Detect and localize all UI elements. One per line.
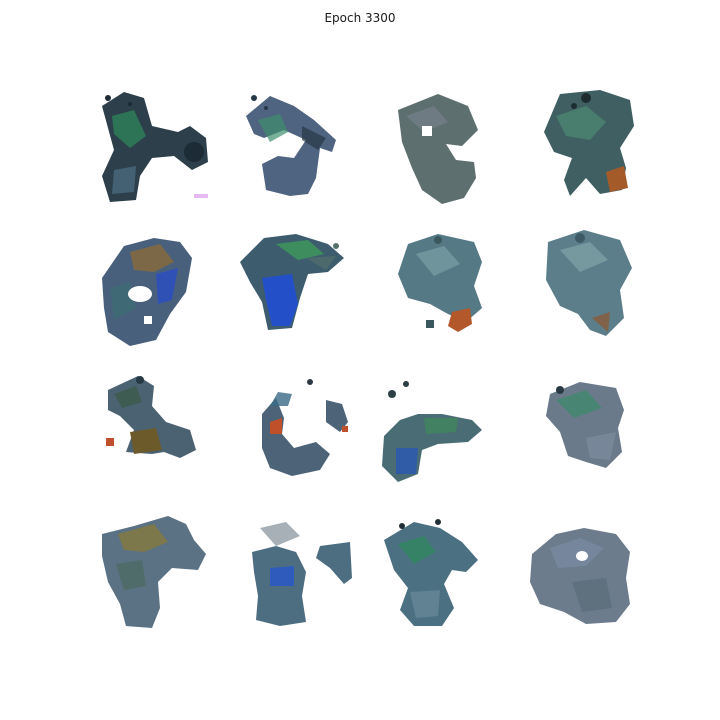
sample-image-4 <box>520 86 642 208</box>
sample-image-5 <box>94 228 216 350</box>
sample-image-15 <box>378 512 500 634</box>
sample-image-13 <box>94 512 216 634</box>
sample-image-8 <box>520 228 642 350</box>
sample-image-7 <box>378 228 500 350</box>
sample-image-14 <box>236 512 358 634</box>
sample-image-2 <box>236 86 358 208</box>
sample-image-9 <box>94 370 216 492</box>
figure-title: Epoch 3300 <box>324 11 396 25</box>
sample-image-10 <box>236 370 358 492</box>
sample-image-6 <box>236 228 358 350</box>
sample-image-12 <box>520 370 642 492</box>
sample-grid <box>90 86 650 636</box>
sample-image-1 <box>94 86 216 208</box>
sample-image-11 <box>378 370 500 492</box>
sample-image-16 <box>520 512 642 634</box>
sample-image-3 <box>378 86 500 208</box>
